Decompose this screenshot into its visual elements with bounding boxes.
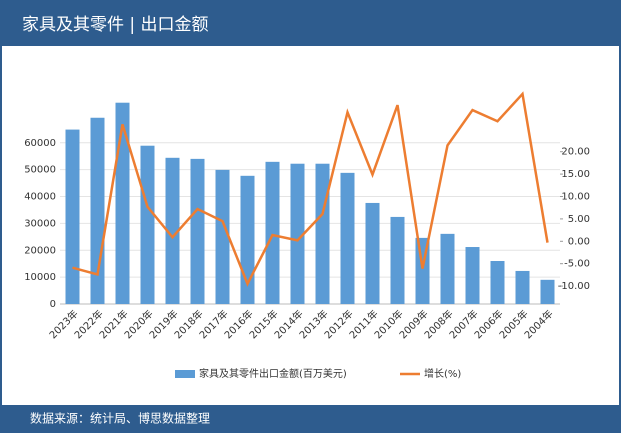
bar [465, 247, 480, 304]
footer [0, 405, 621, 433]
y-tick-label: 60000 [24, 138, 56, 149]
y2-tick-label: 20.00 [561, 147, 590, 158]
bar [515, 270, 530, 304]
bar [315, 163, 330, 304]
legend-label: 家具及其零件出口金额(百万美元) [199, 367, 347, 380]
y-tick-label: 0 [50, 299, 56, 310]
line [72, 91, 549, 287]
y-tick-label: 50000 [24, 165, 56, 176]
y-tick-label: 30000 [24, 218, 56, 229]
chart-title: 家具及其零件 | 出口金额 [22, 15, 209, 35]
bar [290, 163, 305, 304]
y-tick-label: 20000 [24, 245, 56, 256]
bar [490, 261, 505, 304]
bar [115, 102, 130, 304]
bar [65, 129, 80, 304]
bar [365, 202, 380, 304]
bar [390, 216, 405, 304]
bar [440, 233, 455, 304]
bar [340, 172, 355, 304]
bar [265, 161, 280, 304]
legend-label: 增长(%) [424, 367, 461, 380]
bar [90, 117, 105, 304]
bar [215, 169, 230, 304]
bar [140, 145, 155, 304]
bar [165, 157, 180, 304]
y-tick-label: 10000 [24, 272, 56, 283]
y-tick-label: 40000 [24, 192, 56, 203]
y2-tick-label: -10.00 [558, 281, 590, 292]
y2-tick-label: 15.00 [561, 169, 590, 180]
y2-tick-label: -5.00 [564, 259, 590, 270]
legend-swatch [175, 370, 195, 378]
source: 数据来源：统计局、博思数据整理 [30, 411, 210, 426]
bar [540, 279, 555, 304]
bar [190, 158, 205, 304]
y2-tick-label: 10.00 [561, 192, 590, 203]
y2-tick-label: 5.00 [568, 214, 590, 225]
header [0, 0, 621, 46]
y2-tick-label: 0.00 [568, 236, 590, 247]
